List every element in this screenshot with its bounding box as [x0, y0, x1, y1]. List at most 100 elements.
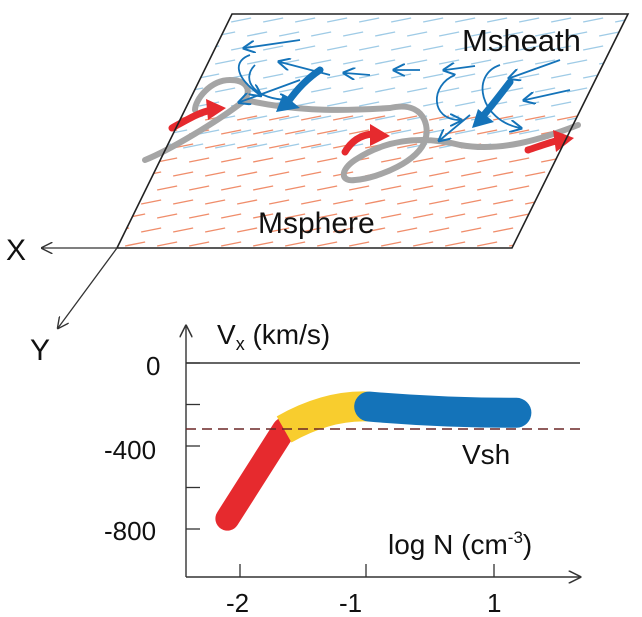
hatch-mark: [231, 129, 252, 135]
hatch-mark: [637, 214, 642, 218]
msheath-label: Msheath: [462, 23, 581, 58]
hatch-mark: [391, 129, 412, 135]
hatch-mark: [215, 31, 236, 37]
hatch-mark: [295, 17, 316, 23]
hatch-mark: [117, 171, 130, 177]
hatch-mark: [381, 157, 402, 163]
hatch-mark: [535, 87, 556, 93]
hatch-mark: [365, 199, 386, 205]
hatch-mark: [445, 185, 466, 191]
hatch-mark: [221, 185, 242, 191]
hatch-mark: [301, 143, 322, 149]
hatch-mark: [583, 101, 604, 107]
hatch-mark: [285, 157, 306, 163]
hatch-mark: [413, 157, 434, 163]
hatch-mark: [141, 171, 162, 177]
hatch-mark: [461, 227, 482, 233]
hatch-mark: [599, 143, 620, 149]
hatch-mark: [471, 59, 492, 65]
hatch-mark: [583, 129, 604, 135]
hatch-mark: [301, 199, 322, 205]
hatch-mark: [221, 213, 242, 219]
hatch-mark: [535, 59, 556, 65]
hatch-mark: [445, 157, 466, 163]
hatch-mark: [557, 227, 578, 233]
hatch-mark: [471, 31, 492, 37]
hatch-mark: [605, 129, 626, 135]
hatch-mark: [631, 144, 642, 148]
hatch-mark: [487, 17, 508, 23]
hatch-mark: [365, 227, 386, 233]
hatch-mark: [423, 101, 444, 107]
y-ticks: [186, 362, 200, 530]
hatch-mark: [621, 115, 628, 121]
hatch-mark: [599, 31, 620, 37]
hatch-mark: [407, 59, 428, 65]
hatch-mark: [503, 115, 524, 121]
hatch-mark: [173, 199, 194, 205]
hatch-mark: [509, 157, 530, 163]
hatch-mark: [397, 115, 418, 121]
hatch-mark: [173, 171, 194, 177]
hatch-mark: [525, 227, 546, 233]
hatch-mark: [317, 185, 338, 191]
hatch-mark: [253, 213, 274, 219]
hatch-mark: [573, 129, 594, 135]
y-axis-label: Y: [30, 334, 50, 367]
hatch-mark: [237, 171, 258, 177]
hatch-mark: [221, 157, 242, 163]
data-series: [215, 391, 532, 531]
hatch-mark: [141, 115, 162, 121]
hatch-mark: [557, 199, 578, 205]
hatch-mark: [455, 45, 476, 51]
hatch-mark: [637, 158, 642, 162]
hatch-mark: [567, 143, 588, 149]
hatch-mark: [509, 241, 530, 247]
hatch-mark: [519, 45, 540, 51]
hatch-mark: [167, 17, 188, 23]
hatch-mark: [183, 59, 204, 65]
hatch-mark: [551, 45, 572, 51]
hatch-mark: [509, 213, 530, 219]
hatch-mark: [221, 129, 242, 135]
hatch-mark: [397, 171, 418, 177]
x-tick-label: -1: [339, 588, 362, 617]
hatch-mark: [237, 143, 258, 149]
hatch-mark: [199, 17, 220, 23]
hatch-mark: [125, 129, 146, 135]
hatch-mark: [519, 129, 540, 135]
hatch-mark: [189, 185, 210, 191]
hatch-mark: [477, 185, 498, 191]
hatch-mark: [279, 115, 300, 121]
boundary-plane: Msheath Msphere: [115, 13, 642, 249]
x-axis-superscript: -3: [508, 528, 523, 547]
hatch-mark: [343, 115, 364, 121]
hatch-mark: [375, 59, 396, 65]
hatch-mark: [525, 115, 546, 121]
hatch-mark: [311, 115, 332, 121]
hatch-mark: [119, 143, 140, 149]
hatch-mark: [381, 185, 402, 191]
hatch-mark: [263, 73, 284, 79]
hatch-mark: [541, 157, 562, 163]
hatch-mark: [327, 129, 348, 135]
hatch-mark: [605, 157, 626, 163]
hatch-mark: [573, 213, 594, 219]
hatch-mark: [487, 129, 508, 135]
hatch-mark: [375, 31, 396, 37]
hatch-mark: [205, 199, 226, 205]
hatch-mark: [503, 59, 524, 65]
hatch-mark: [573, 157, 594, 163]
hatch-mark: [301, 115, 322, 121]
hatch-mark: [263, 17, 284, 23]
hatch-mark: [205, 227, 226, 233]
hatch-mark: [605, 185, 626, 191]
hatch-mark: [391, 73, 412, 79]
hatch-mark: [269, 171, 290, 177]
hatch-mark: [237, 115, 258, 121]
hatch-mark: [637, 130, 642, 134]
hatch-mark: [615, 129, 628, 135]
hatch-mark: [477, 213, 498, 219]
hatch-mark: [631, 88, 642, 92]
hatch-mark: [637, 242, 642, 246]
